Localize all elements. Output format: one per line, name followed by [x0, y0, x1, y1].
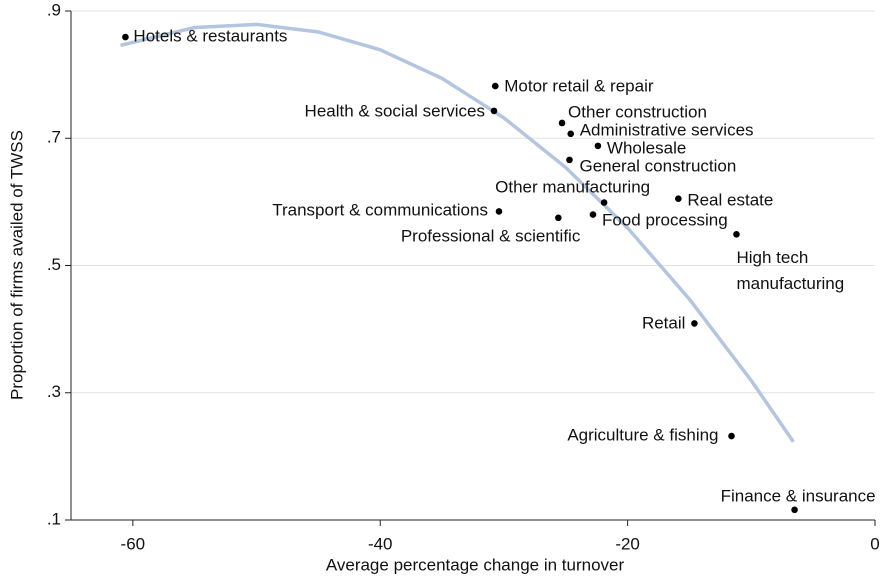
- point: [566, 156, 573, 164]
- y-tick-label: .9: [47, 0, 61, 19]
- x-tick-label: -60: [121, 534, 146, 553]
- x-axis-title: Average percentage change in turnover: [326, 555, 625, 574]
- point: [791, 506, 798, 514]
- y-tick-label: .5: [47, 255, 61, 274]
- point: [691, 320, 698, 327]
- point-label: Other manufacturing: [495, 177, 651, 196]
- point: [594, 142, 602, 150]
- point-label: Hotels & restaurants: [133, 26, 288, 46]
- y-tick-label: .1: [47, 509, 61, 528]
- point: [728, 432, 735, 440]
- point-label: General construction: [579, 156, 737, 176]
- point: [675, 195, 682, 202]
- point-label: Finance & insurance: [720, 486, 876, 506]
- point: [122, 33, 129, 41]
- point-label: Administrative services: [579, 120, 754, 140]
- point: [495, 208, 503, 215]
- point-label: High tech manufacturing: [736, 248, 845, 294]
- point: [733, 231, 740, 238]
- point: [491, 82, 499, 90]
- point: [589, 211, 597, 218]
- point-label: Professional & scientific: [400, 226, 581, 246]
- x-tick-label: -40: [368, 534, 393, 553]
- y-axis-title: Proportion of firms availed of TWSS: [7, 130, 26, 400]
- point: [558, 119, 566, 127]
- y-tick-label: .3: [47, 382, 61, 401]
- point: [490, 107, 498, 115]
- fit-curve: [120, 22, 795, 443]
- point-label: Retail: [641, 313, 686, 333]
- point-label: Motor retail & repair: [504, 76, 654, 96]
- point-label: Wholesale: [606, 138, 687, 158]
- point-label: Food processing: [601, 210, 728, 230]
- point-label: Other construction: [568, 102, 707, 122]
- point: [555, 214, 562, 222]
- x-tick-label: 0: [870, 534, 879, 553]
- point-label: Agriculture & fishing: [567, 425, 719, 445]
- point: [600, 199, 608, 206]
- point: [567, 130, 575, 138]
- point-label: Health & social services: [304, 101, 486, 121]
- x-tick-label: -20: [615, 534, 640, 553]
- point-label: Transport & communications: [272, 200, 488, 220]
- point-label: Real estate: [687, 190, 774, 210]
- y-tick-label: .7: [47, 128, 61, 147]
